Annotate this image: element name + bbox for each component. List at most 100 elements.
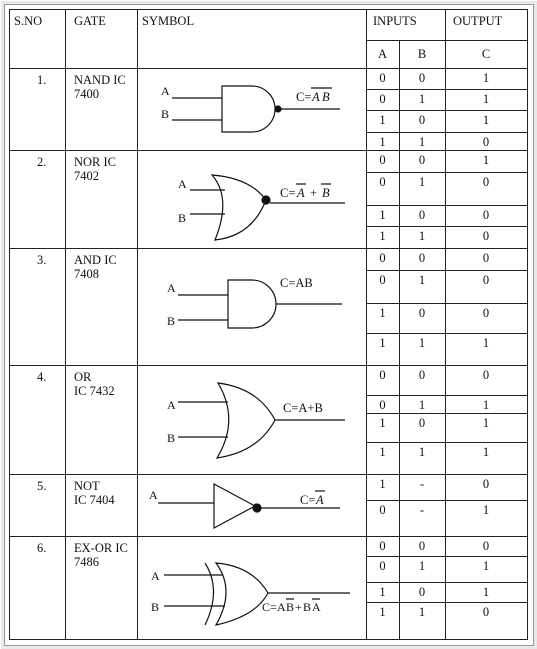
xor-gate-symbol bbox=[164, 562, 350, 626]
truth-output-c: 1 bbox=[482, 559, 490, 573]
truth-output-c: 0 bbox=[482, 251, 490, 265]
truth-input-b: 1 bbox=[418, 336, 426, 350]
gate-name: EX-OR IC 7486 bbox=[74, 541, 128, 569]
truth-input-a: 1 bbox=[379, 416, 386, 430]
truth-input-b: 1 bbox=[418, 175, 426, 189]
truth-output-c: 1 bbox=[482, 92, 490, 106]
and-input-a-label: A bbox=[167, 281, 176, 295]
header-symbol: SYMBOL bbox=[142, 14, 195, 28]
truth-input-b: 1 bbox=[418, 92, 426, 106]
truth-input-a: 0 bbox=[379, 273, 386, 287]
xor-formula-prefix: C= bbox=[262, 600, 277, 614]
truth-input-b: - bbox=[419, 477, 425, 491]
truth-input-b: 0 bbox=[418, 539, 426, 553]
truth-input-b: 0 bbox=[418, 585, 426, 599]
xor-input-a-label: A bbox=[151, 569, 160, 583]
nor-gate-symbol bbox=[190, 174, 345, 241]
xor-formula-term2-a: B bbox=[303, 600, 311, 614]
gate-name: AND IC 7408 bbox=[74, 253, 117, 281]
nand-gate-symbol bbox=[172, 85, 340, 133]
truth-input-a: 1 bbox=[379, 336, 386, 350]
truth-input-a: 0 bbox=[379, 503, 386, 517]
xor-formula-term1-a: A bbox=[277, 600, 286, 614]
nor-formula-prefix: C= bbox=[280, 186, 295, 200]
and-gate-symbol bbox=[178, 279, 342, 329]
nand-formula-var-a: A bbox=[311, 90, 320, 104]
truth-output-c: 1 bbox=[482, 416, 490, 430]
truth-input-b: 0 bbox=[418, 113, 426, 127]
truth-output-c: 0 bbox=[482, 175, 490, 189]
truth-output-c: 1 bbox=[482, 113, 490, 127]
truth-input-a: 1 bbox=[379, 113, 386, 127]
nand-formula-prefix: C= bbox=[296, 90, 311, 104]
truth-input-a: 1 bbox=[379, 306, 386, 320]
nor-input-a-label: A bbox=[178, 177, 187, 191]
nand-input-a-label: A bbox=[161, 84, 170, 98]
truth-output-c: 0 bbox=[482, 229, 490, 243]
row-number: 1. bbox=[37, 73, 47, 87]
nor-formula-var-a: A bbox=[296, 186, 305, 200]
nand-input-b-label: B bbox=[161, 107, 169, 121]
truth-output-c: 0 bbox=[482, 477, 490, 491]
truth-input-b: 1 bbox=[418, 273, 426, 287]
truth-output-c: 0 bbox=[482, 306, 490, 320]
nand-formula-var-b: B bbox=[322, 90, 330, 104]
truth-input-b: 1 bbox=[418, 398, 426, 412]
truth-output-c: 0 bbox=[482, 135, 490, 149]
truth-input-b: 0 bbox=[418, 71, 426, 85]
truth-input-b: 0 bbox=[418, 416, 426, 430]
xor-formula-term2-b: A bbox=[312, 600, 321, 614]
truth-input-a: 0 bbox=[379, 559, 386, 573]
truth-input-a: 0 bbox=[379, 175, 386, 189]
or-input-b-label: B bbox=[167, 431, 175, 445]
truth-input-b: 0 bbox=[418, 368, 426, 382]
truth-output-c: 1 bbox=[482, 398, 490, 412]
truth-input-a: 0 bbox=[379, 251, 386, 265]
or-input-a-label: A bbox=[167, 398, 176, 412]
and-input-b-label: B bbox=[167, 314, 175, 328]
xor-formula-term1-b: B bbox=[286, 600, 294, 614]
not-input-a-label: A bbox=[149, 488, 158, 502]
truth-output-c: 1 bbox=[482, 336, 490, 350]
gate-name: NOT IC 7404 bbox=[74, 479, 115, 507]
truth-input-a: 0 bbox=[379, 368, 386, 382]
truth-output-c: 0 bbox=[482, 368, 490, 382]
gate-name: NOR IC 7402 bbox=[74, 155, 117, 183]
row-number: 6. bbox=[37, 541, 47, 555]
truth-input-a: 1 bbox=[379, 445, 386, 459]
truth-input-b: - bbox=[419, 503, 425, 517]
truth-input-a: 1 bbox=[379, 135, 386, 149]
truth-input-b: 1 bbox=[418, 135, 426, 149]
header-inputs: INPUTS bbox=[373, 14, 417, 28]
nor-formula: C= A + B bbox=[280, 186, 330, 200]
row-number: 5. bbox=[37, 479, 47, 493]
truth-output-c: 0 bbox=[482, 605, 490, 619]
not-formula-prefix: C= bbox=[300, 493, 315, 507]
row-number: 4. bbox=[37, 370, 47, 384]
xor-input-b-label: B bbox=[151, 600, 159, 614]
not-formula: C= A bbox=[300, 493, 324, 507]
row-number: 2. bbox=[37, 155, 47, 169]
header-output: OUTPUT bbox=[453, 14, 503, 28]
truth-input-a: 0 bbox=[379, 539, 386, 553]
truth-input-a: 0 bbox=[379, 153, 386, 167]
row-number: 3. bbox=[37, 253, 47, 267]
truth-output-c: 0 bbox=[482, 208, 490, 222]
truth-input-b: 1 bbox=[418, 559, 426, 573]
truth-input-a: 1 bbox=[379, 229, 386, 243]
truth-output-c: 1 bbox=[482, 585, 490, 599]
nor-input-b-label: B bbox=[178, 211, 186, 225]
truth-output-c: 1 bbox=[482, 153, 490, 167]
or-gate-symbol bbox=[178, 382, 345, 459]
header-gate: GATE bbox=[74, 14, 106, 28]
truth-input-b: 1 bbox=[418, 605, 426, 619]
header-input-b: B bbox=[417, 47, 427, 61]
truth-output-c: 1 bbox=[482, 71, 490, 85]
gate-name: NAND IC 7400 bbox=[74, 73, 126, 101]
truth-input-b: 0 bbox=[418, 251, 426, 265]
not-gate-symbol bbox=[158, 482, 340, 530]
